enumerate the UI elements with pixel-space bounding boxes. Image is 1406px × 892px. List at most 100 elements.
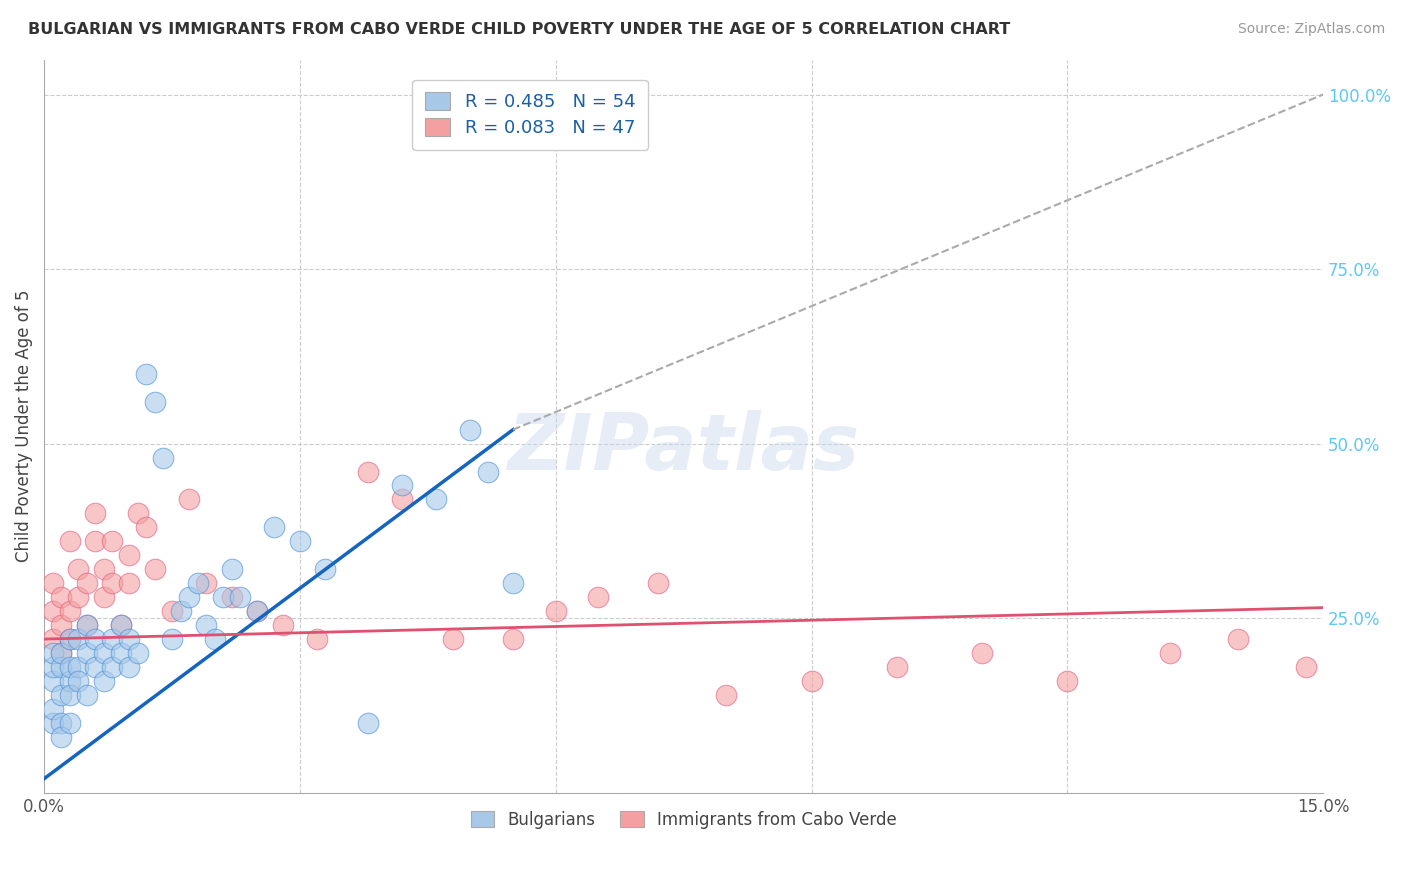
Point <box>169 604 191 618</box>
Point <box>101 576 124 591</box>
Point <box>67 660 90 674</box>
Point <box>460 423 482 437</box>
Point <box>229 590 252 604</box>
Point <box>441 632 464 646</box>
Point <box>41 646 63 660</box>
Text: Source: ZipAtlas.com: Source: ZipAtlas.com <box>1237 22 1385 37</box>
Point <box>221 562 243 576</box>
Point <box>135 520 157 534</box>
Point <box>135 367 157 381</box>
Point <box>76 576 98 591</box>
Point <box>51 688 73 702</box>
Point <box>1159 646 1181 660</box>
Point <box>221 590 243 604</box>
Point <box>118 549 141 563</box>
Point <box>1295 660 1317 674</box>
Point <box>195 618 218 632</box>
Point <box>357 465 380 479</box>
Point <box>588 590 610 604</box>
Point <box>477 465 499 479</box>
Point <box>41 702 63 716</box>
Point <box>67 590 90 604</box>
Point <box>51 590 73 604</box>
Point <box>800 673 823 688</box>
Point <box>84 632 107 646</box>
Point <box>127 646 149 660</box>
Point <box>118 660 141 674</box>
Point <box>51 715 73 730</box>
Point <box>288 534 311 549</box>
Point <box>76 618 98 632</box>
Y-axis label: Child Poverty Under the Age of 5: Child Poverty Under the Age of 5 <box>15 290 32 562</box>
Point <box>93 590 115 604</box>
Point <box>118 576 141 591</box>
Point <box>195 576 218 591</box>
Point <box>51 730 73 744</box>
Point <box>544 604 567 618</box>
Point <box>1226 632 1249 646</box>
Point <box>271 618 294 632</box>
Text: ZIPatlas: ZIPatlas <box>508 410 859 486</box>
Point <box>716 688 738 702</box>
Point <box>160 632 183 646</box>
Point <box>101 632 124 646</box>
Point <box>143 394 166 409</box>
Point <box>1056 673 1078 688</box>
Point <box>84 507 107 521</box>
Point <box>59 660 82 674</box>
Point <box>143 562 166 576</box>
Point <box>177 590 200 604</box>
Point <box>41 576 63 591</box>
Point <box>101 660 124 674</box>
Point <box>41 632 63 646</box>
Point <box>886 660 908 674</box>
Point <box>110 618 132 632</box>
Text: BULGARIAN VS IMMIGRANTS FROM CABO VERDE CHILD POVERTY UNDER THE AGE OF 5 CORRELA: BULGARIAN VS IMMIGRANTS FROM CABO VERDE … <box>28 22 1011 37</box>
Point <box>59 715 82 730</box>
Point <box>59 688 82 702</box>
Point <box>93 673 115 688</box>
Point <box>41 660 63 674</box>
Point <box>315 562 337 576</box>
Point <box>425 492 447 507</box>
Point <box>357 715 380 730</box>
Point <box>59 673 82 688</box>
Point <box>160 604 183 618</box>
Point <box>152 450 174 465</box>
Point <box>246 604 269 618</box>
Point <box>59 534 82 549</box>
Point <box>502 576 524 591</box>
Point <box>391 478 413 492</box>
Point <box>59 604 82 618</box>
Point <box>101 534 124 549</box>
Point <box>51 646 73 660</box>
Point <box>67 673 90 688</box>
Point <box>93 646 115 660</box>
Point <box>212 590 235 604</box>
Point <box>263 520 285 534</box>
Point <box>93 562 115 576</box>
Point <box>84 660 107 674</box>
Point <box>647 576 669 591</box>
Point <box>76 646 98 660</box>
Point <box>51 618 73 632</box>
Point <box>51 660 73 674</box>
Point <box>204 632 226 646</box>
Point <box>41 604 63 618</box>
Point <box>110 618 132 632</box>
Point <box>84 534 107 549</box>
Point <box>59 632 82 646</box>
Point <box>67 562 90 576</box>
Point <box>970 646 993 660</box>
Point <box>41 715 63 730</box>
Point <box>177 492 200 507</box>
Point <box>391 492 413 507</box>
Point <box>76 688 98 702</box>
Point <box>67 632 90 646</box>
Point <box>51 646 73 660</box>
Point <box>59 632 82 646</box>
Point <box>246 604 269 618</box>
Legend: Bulgarians, Immigrants from Cabo Verde: Bulgarians, Immigrants from Cabo Verde <box>464 805 903 836</box>
Point <box>110 646 132 660</box>
Point <box>76 618 98 632</box>
